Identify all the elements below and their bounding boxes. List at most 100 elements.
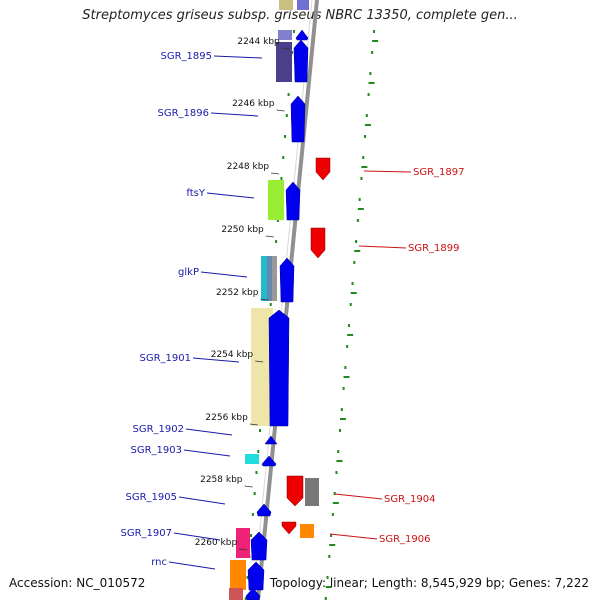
- track-dot: [287, 93, 290, 96]
- track-dash: [368, 82, 375, 84]
- reverse-gene-arrow: [281, 521, 297, 535]
- tick-mark: [239, 548, 248, 551]
- forward-gene-arrow: [293, 39, 309, 83]
- track-dot: [362, 156, 365, 159]
- track-dash: [357, 208, 364, 210]
- ruler-ticks: 2244 kbp 2246 kbp 2248 kbp 2250 kbp 2252 kbp…: [195, 37, 290, 551]
- tick-mark: [255, 360, 264, 363]
- forward-gene-arrow: [295, 29, 309, 41]
- forward-gene-arrow: [247, 561, 265, 591]
- track-dot: [335, 471, 338, 474]
- feature-block: [297, 0, 309, 10]
- track-dot: [372, 30, 375, 33]
- gene-label-left: SGR_1895: [161, 51, 213, 62]
- gene-leader-line: [200, 271, 248, 278]
- track-dash: [329, 544, 336, 546]
- track-dash: [361, 166, 368, 168]
- reverse-gene-arrow: [310, 227, 326, 259]
- track-dot: [253, 492, 256, 495]
- gene-label-right: SGR_1904: [384, 494, 436, 505]
- gene-label-left: SGR_1905: [126, 492, 178, 503]
- track-dot: [269, 303, 272, 306]
- gene-label-left: SGR_1901: [140, 353, 192, 364]
- track-dot: [355, 240, 358, 243]
- track-dot: [371, 51, 374, 54]
- track-dot: [330, 534, 333, 537]
- feature-block: [236, 528, 250, 558]
- forward-gene-arrow: [290, 95, 306, 143]
- gene-leader-line: [192, 357, 240, 363]
- forward-gene-arrow: [268, 309, 290, 427]
- gene-leader-line: [358, 245, 407, 249]
- track-dot: [358, 198, 361, 201]
- gene-leader-line: [213, 55, 263, 59]
- gene-label-left: rnc: [151, 557, 167, 568]
- reverse-gene-arrow: [315, 157, 331, 181]
- track-dot: [276, 219, 279, 222]
- track-dot: [331, 513, 334, 516]
- track-dot: [340, 408, 343, 411]
- gene-leader-line: [334, 493, 383, 500]
- track-dash: [336, 460, 343, 462]
- tick-label: 2248 kbp: [227, 162, 270, 172]
- gene-label-left: SGR_1902: [133, 424, 185, 435]
- tick-mark: [265, 235, 274, 238]
- forward-gene-arrow: [245, 587, 261, 600]
- gene-leader-line: [173, 532, 221, 541]
- track-dot: [349, 303, 352, 306]
- tick-label: 2246 kbp: [232, 99, 275, 109]
- track-dot: [351, 282, 354, 285]
- track-dot: [356, 219, 359, 222]
- forward-gene-arrow: [261, 455, 277, 467]
- track-dot: [364, 135, 367, 138]
- feature-block: [278, 30, 292, 40]
- tick-label: 2250 kbp: [221, 225, 264, 235]
- track-dot: [280, 177, 283, 180]
- gene-label-left: SGR_1903: [131, 445, 183, 456]
- track-dot: [326, 576, 329, 579]
- track-dot: [342, 387, 345, 390]
- track-dot: [250, 534, 253, 537]
- track-dot: [285, 114, 288, 117]
- map-title: Streptomyces griseus subsp. griseus NBRC…: [82, 8, 518, 23]
- gene-leader-line: [185, 428, 233, 436]
- gene-label-right: SGR_1906: [379, 534, 431, 545]
- track-dot: [360, 177, 363, 180]
- track-dot: [259, 429, 262, 432]
- topology-text: Topology: linear; Length: 8,545,929 bp; …: [269, 576, 589, 590]
- track-dot: [346, 345, 349, 348]
- track-dot: [353, 261, 356, 264]
- forward-gene-arrow: [256, 503, 272, 517]
- track-dot: [251, 513, 254, 516]
- gene-label-left: glkP: [178, 267, 199, 278]
- feature-block: [272, 256, 277, 301]
- gene-label-right: SGR_1899: [408, 243, 460, 254]
- feature-block: [300, 524, 314, 538]
- feature-block: [276, 42, 292, 82]
- track-dot: [284, 135, 287, 138]
- track-dash: [325, 586, 332, 588]
- tick-mark: [249, 423, 258, 426]
- gene-leader-line: [168, 561, 216, 570]
- gene-labels: SGR_1895 SGR_1896 ftsY glkP SGR_1901 SGR_1902…: [121, 51, 465, 570]
- gene-leader-line: [210, 112, 259, 117]
- track-dot: [246, 576, 249, 579]
- track-dot: [347, 324, 350, 327]
- tick-mark: [260, 298, 269, 301]
- forward-gene-arrow: [250, 531, 268, 561]
- track-dash: [343, 376, 350, 378]
- track-dot: [367, 93, 370, 96]
- tick-label: 2260 kbp: [195, 538, 238, 548]
- tick-label: 2252 kbp: [216, 288, 259, 298]
- feature-block: [230, 560, 246, 590]
- feature-block: [229, 588, 243, 600]
- track-dot: [324, 597, 327, 600]
- feature-block: [245, 454, 259, 464]
- feature-block: [251, 308, 273, 426]
- track-dot: [255, 471, 258, 474]
- forward-gene-arrow: [264, 435, 278, 445]
- track-dot: [344, 366, 347, 369]
- feature-block: [261, 256, 267, 301]
- track-dot: [244, 597, 247, 600]
- tick-mark: [271, 172, 280, 175]
